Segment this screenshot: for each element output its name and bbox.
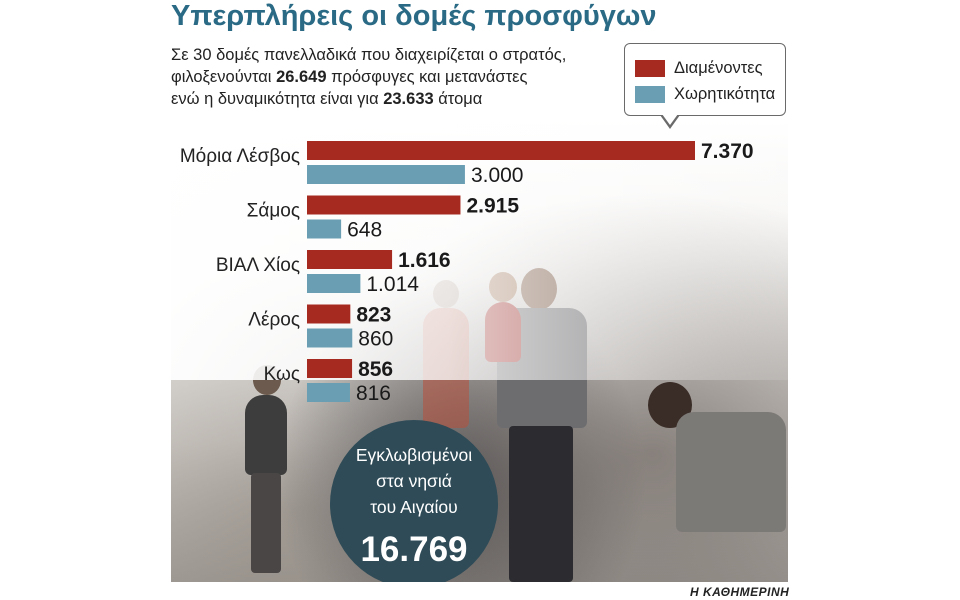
data-label-residents: 7.370 [701,140,754,163]
data-label-residents: 1.616 [398,249,451,272]
callout-line-3: του Αιγαίου [370,497,458,517]
total-residents-value: 26.649 [276,68,327,86]
data-label-capacity: 816 [356,382,391,405]
data-label-residents: 2.915 [466,195,519,218]
legend: Διαμένοντες Χωρητικότητα [624,43,786,116]
category-label: ΒΙΑΛ Χίος [216,255,300,276]
legend-label-residents: Διαμένοντες [674,58,763,77]
data-label-residents: 856 [358,358,393,381]
subtitle-line-2: φιλοξενούνται 26.649 πρόσφυγες και μεταν… [171,68,528,86]
data-label-capacity: 1.014 [366,273,419,296]
trapped-total-callout: Εγκλωβισμένοι στα νησιά του Αιγαίου 16.7… [330,420,498,588]
data-label-capacity: 3.000 [471,164,524,187]
bar-residents [307,304,351,324]
photo-figure-woman [646,382,788,582]
bar-capacity [307,328,353,348]
chart-subtitle: Σε 30 δομές πανελλαδικά που διαχειρίζετα… [171,44,611,110]
footer-strip [171,582,788,600]
bar-capacity [307,274,361,293]
category-label: Μόρια Λέσβος [180,146,300,167]
category-label: Λέρος [248,310,300,331]
callout-line-2: στα νησιά [376,471,452,491]
bar-residents [307,359,353,378]
bar-capacity [307,219,342,239]
bar-residents [307,141,695,160]
legend-swatch-capacity [635,85,665,103]
source-credit: Η ΚΑΘΗΜΕΡΙΝΗ [690,585,790,599]
bar-residents [307,195,461,215]
callout-number: 16.769 [360,530,468,569]
legend-label-capacity: Χωρητικότητα [674,84,776,103]
bar-capacity [307,383,350,402]
data-label-residents: 823 [356,304,391,327]
legend-item-capacity: Χωρητικότητα [635,84,775,104]
data-label-capacity: 860 [358,328,393,351]
callout-line-1: Εγκλωβισμένοι [355,445,473,465]
subtitle-line-1: Σε 30 δομές πανελλαδικά που διαχειρίζετα… [171,46,567,64]
legend-pointer-inner [662,114,678,125]
bar-residents [307,250,393,269]
chart-title: Υπερπλήρεις οι δομές προσφύγων [171,0,657,32]
category-label: Σάμος [247,201,300,222]
bar-capacity [307,165,465,184]
subtitle-line-3: ενώ η δυναμικότητα είναι για 23.633 άτομ… [171,90,483,108]
legend-swatch-residents [635,59,665,77]
legend-item-residents: Διαμένοντες [635,58,763,78]
category-label: Κως [264,364,300,385]
data-label-capacity: 648 [347,219,382,242]
total-capacity-value: 23.633 [383,90,434,108]
background-photo-fade [171,120,788,380]
